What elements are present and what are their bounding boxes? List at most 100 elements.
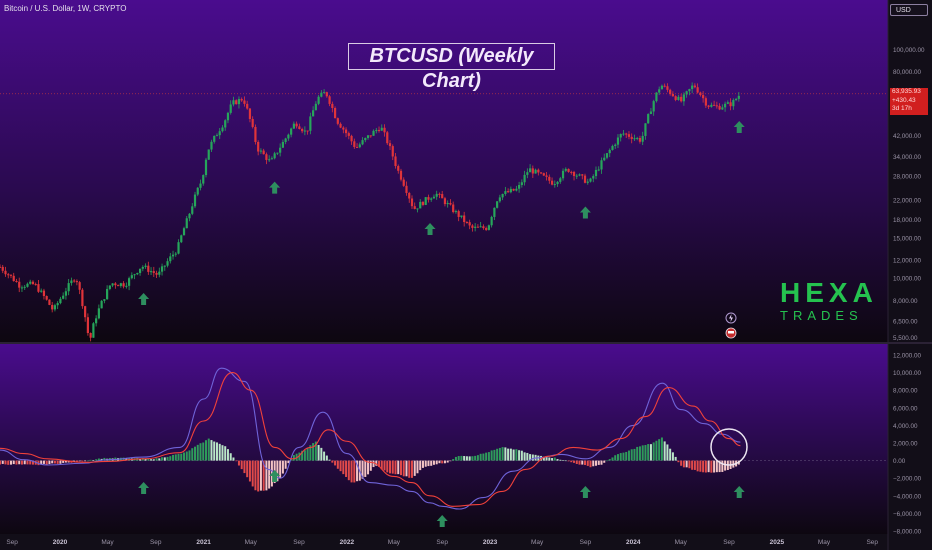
- candle-body: [1, 266, 4, 271]
- candle-body: [350, 135, 353, 142]
- candle-body: [70, 280, 73, 284]
- histogram-bar: [229, 453, 232, 461]
- candle-body: [410, 198, 414, 207]
- candle-body: [221, 127, 224, 132]
- histogram-bar: [454, 456, 457, 461]
- candle-body: [114, 283, 117, 286]
- histogram-bar: [301, 450, 304, 461]
- histogram-bar: [378, 460, 381, 467]
- candle-body: [691, 85, 694, 90]
- price-axis-label: 100,000.00: [893, 47, 925, 54]
- histogram-bar: [152, 459, 155, 461]
- candle-body: [166, 261, 169, 266]
- buy-signal-arrow-icon: [424, 222, 436, 235]
- histogram-bar: [600, 460, 603, 465]
- histogram-bar: [254, 460, 257, 491]
- candle-body: [696, 87, 699, 93]
- candle-body: [268, 159, 271, 161]
- histogram-bar: [386, 460, 389, 473]
- histogram-bar: [713, 460, 716, 473]
- candle-body: [399, 170, 403, 180]
- histogram-bar: [627, 450, 630, 461]
- histogram-bar: [584, 460, 587, 466]
- histogram-bar: [240, 460, 243, 470]
- candle-body: [141, 266, 144, 269]
- candle-body: [355, 146, 359, 148]
- histogram-bar: [410, 460, 413, 478]
- candle-body: [226, 112, 230, 121]
- candle-body: [191, 206, 194, 214]
- price-axis-label: 6,500.00: [893, 318, 918, 325]
- histogram-bar: [471, 456, 474, 461]
- candle-body: [262, 150, 265, 155]
- time-axis-label: 2024: [626, 539, 641, 546]
- candle-body: [97, 308, 100, 319]
- histogram-bar: [53, 460, 56, 464]
- histogram-bar: [84, 460, 87, 462]
- histogram-bar: [369, 460, 372, 471]
- candle-body: [386, 132, 389, 144]
- candle-body: [449, 203, 452, 205]
- symbol-info[interactable]: Bitcoin / U.S. Dollar, 1W, CRYPTO: [4, 4, 127, 13]
- time-axis-label: Sep: [293, 539, 305, 546]
- time-axis-label: 2025: [770, 539, 785, 546]
- histogram-bar: [551, 458, 554, 461]
- histogram-bar: [394, 460, 397, 475]
- candle-body: [737, 95, 740, 99]
- histogram-bar: [292, 455, 295, 461]
- price-axis-label: 12,000.00: [893, 257, 922, 264]
- histogram-bar: [688, 460, 691, 469]
- candle-body: [531, 168, 534, 174]
- histogram-bar: [562, 460, 565, 461]
- candle-body: [402, 179, 405, 186]
- flag-icon: [728, 331, 734, 334]
- candle-body: [67, 283, 70, 292]
- candle-body: [0, 266, 2, 268]
- candle-body: [224, 120, 227, 128]
- candle-body: [42, 290, 46, 297]
- macd-pane-background: [0, 344, 888, 534]
- histogram-bar: [416, 460, 419, 474]
- candle-body: [586, 181, 589, 183]
- histogram-bar: [161, 457, 164, 461]
- candle-body: [92, 323, 95, 338]
- candle-body: [512, 188, 515, 191]
- candle-body: [243, 100, 246, 104]
- last-price: 63,935.93: [892, 88, 921, 95]
- histogram-bar: [248, 460, 251, 482]
- macd-axis-label: 8,000.00: [893, 388, 918, 395]
- lightning-icon[interactable]: [725, 312, 737, 324]
- candle-body: [45, 296, 48, 300]
- histogram-bar: [9, 460, 12, 465]
- histogram-bar: [718, 460, 721, 473]
- candle-body: [394, 156, 397, 167]
- histogram-bar: [507, 448, 510, 461]
- candle-body: [627, 134, 631, 137]
- candle-body: [182, 228, 186, 236]
- candle-body: [314, 103, 317, 111]
- candle-body: [20, 287, 24, 289]
- candle-body: [377, 129, 381, 131]
- histogram-bar: [12, 460, 15, 465]
- candle-body: [523, 174, 526, 183]
- candle-body: [147, 265, 150, 272]
- macd-axis-label: −4,000.00: [893, 493, 922, 500]
- candle-body: [204, 159, 208, 176]
- histogram-bar: [501, 447, 504, 461]
- currency-button[interactable]: USD: [890, 4, 928, 16]
- histogram-bar: [196, 444, 199, 461]
- time-axis-label: 2023: [483, 539, 498, 546]
- candle-body: [31, 281, 35, 285]
- histogram-bar: [682, 460, 685, 468]
- histogram-bar: [155, 458, 158, 461]
- histogram-bar: [262, 460, 265, 491]
- histogram-bar: [323, 451, 326, 461]
- histogram-bar: [380, 460, 383, 470]
- candle-body: [405, 185, 408, 193]
- candle-body: [482, 226, 485, 229]
- candle-body: [171, 254, 175, 257]
- candle-body: [537, 169, 540, 173]
- histogram-bar: [139, 458, 142, 461]
- candle-body: [163, 265, 166, 267]
